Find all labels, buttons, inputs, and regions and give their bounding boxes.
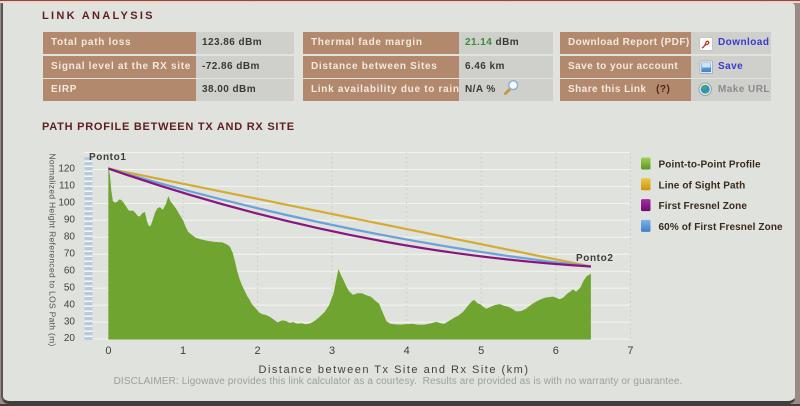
- svg-text:60: 60: [64, 265, 76, 276]
- svg-text:1: 1: [180, 345, 186, 357]
- svg-text:100: 100: [58, 198, 75, 209]
- svg-text:110: 110: [59, 181, 75, 192]
- svg-text:Line of Sight Path: Line of Sight Path: [659, 180, 746, 191]
- svg-text:90: 90: [64, 215, 76, 226]
- svg-text:50: 50: [64, 282, 76, 293]
- svg-text:70: 70: [64, 248, 76, 259]
- svg-text:80: 80: [64, 232, 76, 243]
- svg-text:120: 120: [58, 164, 75, 175]
- svg-text:First Fresnel Zone: First Fresnel Zone: [659, 201, 748, 212]
- svg-text:6: 6: [553, 345, 559, 357]
- svg-text:Ponto1: Ponto1: [89, 152, 127, 163]
- svg-text:30: 30: [64, 316, 76, 327]
- svg-text:4: 4: [404, 345, 410, 357]
- svg-text:Ponto2: Ponto2: [576, 253, 614, 264]
- svg-text:0: 0: [105, 345, 111, 357]
- svg-text:Point-to-Point Profile: Point-to-Point Profile: [659, 160, 762, 171]
- svg-text:Normalized Height Referenced t: Normalized Height Referenced to LOS Path…: [48, 153, 58, 346]
- svg-text:7: 7: [627, 345, 633, 357]
- svg-text:3: 3: [329, 345, 335, 357]
- svg-text:40: 40: [64, 299, 76, 310]
- svg-text:5: 5: [478, 345, 484, 357]
- svg-text:20: 20: [64, 333, 76, 344]
- svg-text:60% of First Fresnel Zone: 60% of First Fresnel Zone: [659, 222, 784, 233]
- svg-text:2: 2: [254, 345, 260, 357]
- svg-text:Distance between Tx Site and R: Distance between Tx Site and Rx Site (km…: [259, 364, 530, 376]
